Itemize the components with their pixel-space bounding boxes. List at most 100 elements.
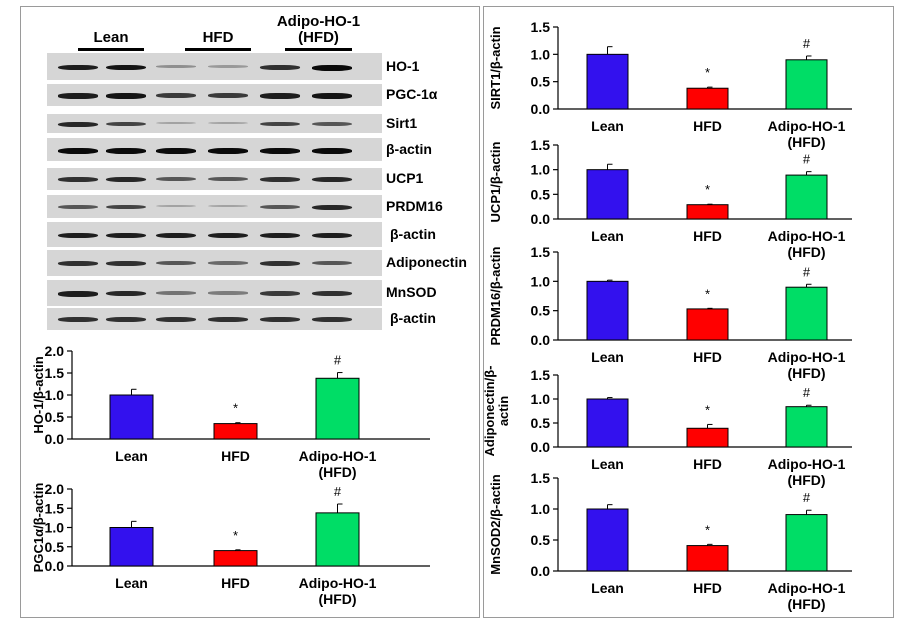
blot-band bbox=[208, 291, 248, 295]
bar-hfd bbox=[686, 87, 729, 110]
blot-band bbox=[312, 204, 352, 210]
bar-hfd bbox=[686, 545, 729, 572]
y-axis-label: Adiponectin/β- bbox=[482, 366, 497, 457]
blot-band bbox=[106, 291, 146, 297]
bar-lean bbox=[109, 527, 154, 567]
blot-band bbox=[260, 232, 300, 239]
y-tick-label: 0.5 bbox=[531, 74, 551, 90]
x-category-label: HFD bbox=[221, 575, 250, 591]
blot-strip bbox=[47, 308, 382, 330]
blot-band bbox=[58, 177, 98, 183]
x-category-label: Adipo-HO-1 bbox=[768, 349, 846, 365]
y-tick-label: 1.0 bbox=[45, 520, 65, 536]
blot-row-label: Sirt1 bbox=[386, 114, 418, 131]
blot-band bbox=[208, 93, 248, 98]
blot-strip bbox=[47, 195, 382, 218]
blot-band bbox=[156, 121, 196, 125]
y-tick-label: 0.5 bbox=[531, 186, 551, 202]
y-tick-label: 1.0 bbox=[531, 46, 551, 62]
y-tick-label: 0.0 bbox=[531, 563, 551, 579]
blot-band bbox=[106, 93, 146, 99]
left-panel bbox=[20, 6, 480, 618]
significance-marker: # bbox=[803, 385, 811, 400]
blot-strip bbox=[47, 84, 382, 106]
blot-band bbox=[260, 64, 300, 70]
blot-group-underline bbox=[78, 48, 144, 51]
blot-strip bbox=[47, 114, 382, 133]
x-category-label: (HFD) bbox=[787, 244, 825, 260]
significance-marker: # bbox=[334, 484, 342, 499]
blot-band bbox=[260, 177, 300, 183]
blot-band bbox=[208, 147, 248, 154]
y-tick-label: 0.5 bbox=[531, 532, 551, 548]
blot-band bbox=[106, 147, 146, 154]
bar-lean bbox=[586, 53, 629, 110]
y-axis-label: UCP1/β-actin bbox=[488, 141, 503, 222]
y-tick-label: 1.5 bbox=[45, 500, 65, 516]
significance-marker: * bbox=[233, 401, 238, 416]
y-axis-label: MnSOD2/β-actin bbox=[488, 474, 503, 574]
y-axis-label: PGC1α/β-actin bbox=[31, 483, 46, 573]
blot-band bbox=[156, 261, 196, 266]
blot-row-label: Adiponectin bbox=[386, 254, 467, 270]
x-category-label: (HFD) bbox=[318, 591, 356, 607]
significance-marker: * bbox=[705, 182, 710, 197]
blot-band bbox=[312, 121, 352, 126]
blot-band bbox=[208, 204, 248, 208]
x-category-label: (HFD) bbox=[787, 472, 825, 488]
bar-lean bbox=[586, 398, 629, 448]
y-tick-label: 0.0 bbox=[45, 558, 65, 574]
x-category-label: HFD bbox=[693, 456, 722, 472]
blot-strip bbox=[47, 222, 382, 247]
significance-marker: * bbox=[705, 65, 710, 80]
blot-band bbox=[312, 177, 352, 183]
bar-adipo bbox=[315, 377, 360, 440]
right-panel bbox=[483, 6, 894, 618]
y-tick-label: 1.5 bbox=[45, 365, 65, 381]
y-tick-label: 0.0 bbox=[531, 439, 551, 455]
x-category-label: (HFD) bbox=[787, 134, 825, 150]
blot-band bbox=[208, 121, 248, 125]
blot-band bbox=[106, 177, 146, 183]
blot-band bbox=[312, 317, 352, 323]
blot-group-label: Lean bbox=[93, 29, 129, 46]
blot-row-label: β-actin bbox=[386, 140, 432, 157]
blot-strip bbox=[47, 250, 382, 276]
x-category-label: (HFD) bbox=[787, 365, 825, 381]
x-category-label: Adipo-HO-1 bbox=[768, 456, 846, 472]
bar-lean bbox=[109, 394, 154, 440]
y-tick-label: 1.0 bbox=[45, 387, 65, 403]
blot-group-underline bbox=[285, 48, 352, 51]
blot-strip bbox=[47, 280, 382, 306]
bar-adipo bbox=[785, 59, 828, 110]
y-tick-label: 1.5 bbox=[531, 244, 551, 260]
blot-band bbox=[260, 317, 300, 323]
blot-band bbox=[208, 317, 248, 323]
bar-hfd bbox=[213, 423, 258, 440]
blot-band bbox=[106, 232, 146, 239]
blot-band bbox=[260, 261, 300, 267]
bar-adipo bbox=[785, 406, 828, 448]
significance-marker: # bbox=[803, 36, 811, 51]
bar-lean bbox=[586, 169, 629, 220]
blot-row-label: PRDM16 bbox=[386, 197, 443, 214]
blot-band bbox=[58, 147, 98, 154]
blot-band bbox=[106, 261, 146, 267]
blot-band bbox=[58, 121, 98, 127]
y-tick-label: 0.0 bbox=[531, 332, 551, 348]
blot-band bbox=[156, 64, 196, 68]
x-category-label: HFD bbox=[693, 580, 722, 596]
x-category-label: HFD bbox=[693, 349, 722, 365]
y-tick-label: 1.5 bbox=[531, 470, 551, 486]
western-blot: Lean HFD Adipo-HO-1 (HFD) HO-1 PGC-1α Sirt1 β-a… bbox=[0, 0, 480, 340]
significance-marker: # bbox=[334, 353, 342, 368]
blot-band bbox=[208, 64, 248, 68]
x-category-label: Lean bbox=[115, 448, 148, 464]
significance-marker: # bbox=[803, 490, 811, 505]
blot-band bbox=[312, 93, 352, 99]
bar-adipo bbox=[785, 174, 828, 220]
y-tick-label: 2.0 bbox=[45, 343, 65, 359]
y-tick-label: 1.0 bbox=[531, 391, 551, 407]
blot-band bbox=[260, 121, 300, 127]
significance-marker: * bbox=[705, 522, 710, 537]
